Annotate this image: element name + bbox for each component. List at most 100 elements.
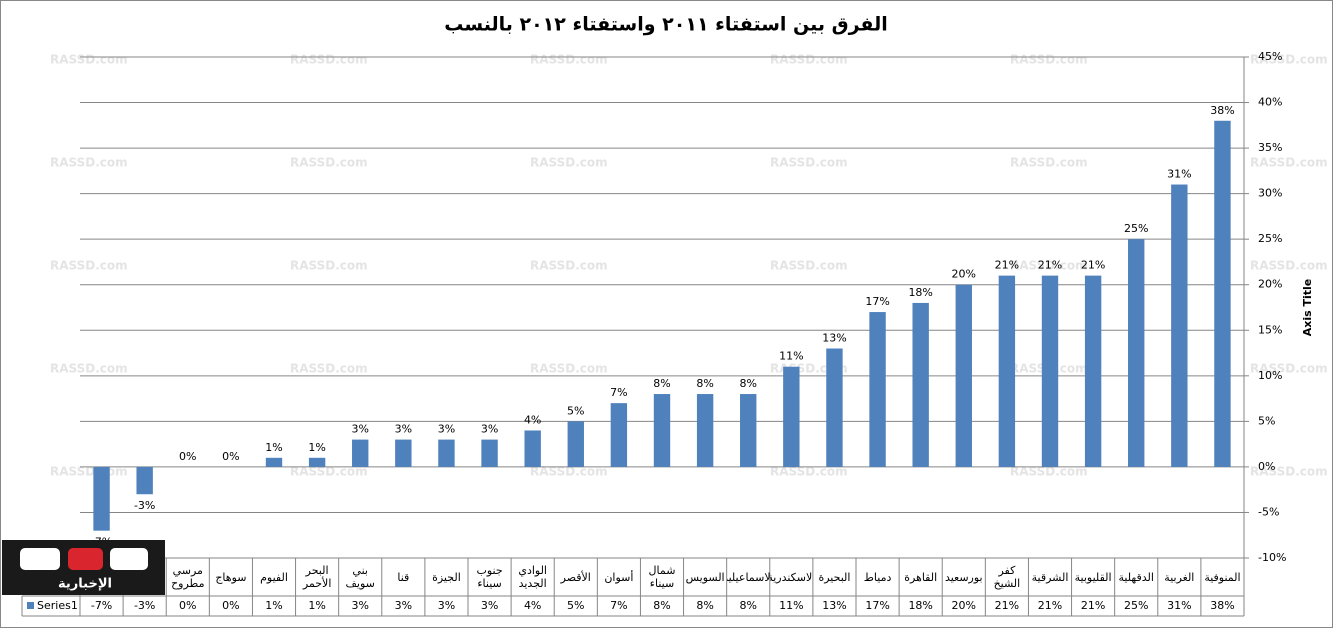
x-tick-label: بورسعيد	[944, 570, 983, 584]
watermark: RASSD.com	[50, 53, 128, 67]
x-tick-label: البحر الأحمر	[302, 564, 332, 590]
table-value: 8%	[739, 599, 756, 612]
bar	[265, 457, 283, 467]
x-tick-label: قنا	[397, 570, 410, 584]
table-value: 1%	[265, 599, 282, 612]
logo-shape	[20, 548, 60, 570]
y-axis-title: Axis Title	[1301, 279, 1314, 337]
table-value: 21%	[995, 599, 1019, 612]
bar	[438, 439, 455, 467]
data-label: 13%	[822, 331, 846, 344]
table-value: 1%	[308, 599, 325, 612]
category-cell: الاسكندرية	[769, 570, 813, 584]
table-value: 20%	[952, 599, 976, 612]
bar	[481, 439, 498, 467]
bar	[395, 439, 412, 467]
category-cell: كفر الشيخ	[993, 564, 1021, 590]
watermark: RASSD.com	[1250, 465, 1328, 479]
watermark: RASSD.com	[1010, 465, 1088, 479]
watermark: RASSD.com	[290, 53, 368, 67]
watermark: RASSD.com	[1010, 259, 1088, 273]
y-tick-label: 15%	[1258, 323, 1282, 336]
category-cell: الدقهلية	[1119, 571, 1154, 584]
category-cell: البحر الأحمر	[302, 564, 332, 590]
category-cell: الشرقية	[1031, 570, 1069, 584]
data-label: 18%	[908, 286, 932, 299]
chart-title: الفرق بين استفتاء ٢٠١١ واستفتاء ٢٠١٢ بال…	[444, 14, 888, 36]
category-cell: الاسماعيلية	[727, 571, 770, 584]
watermark: RASSD.com	[1250, 53, 1328, 67]
bar	[610, 403, 628, 467]
data-label: 21%	[995, 259, 1019, 272]
x-tick-label: سوهاج	[215, 570, 247, 584]
logo-shape	[110, 548, 148, 570]
y-tick-label: 35%	[1258, 141, 1282, 154]
category-cell: سوهاج	[215, 570, 247, 584]
watermark: RASSD.com	[530, 362, 608, 376]
category-cell: المنوفية	[1204, 570, 1241, 584]
watermark: RASSD.com	[290, 465, 368, 479]
data-label: 0%	[179, 450, 196, 463]
table-value: 21%	[1081, 599, 1105, 612]
x-tick-label: أسوان	[604, 570, 634, 584]
bar	[826, 348, 843, 467]
watermark: RASSD.com	[290, 362, 368, 376]
category-cell: الغربية	[1164, 570, 1195, 584]
data-label: 1%	[265, 441, 282, 454]
x-tick-label: المنوفية	[1204, 570, 1241, 584]
x-tick-label: كفر الشيخ	[993, 564, 1021, 590]
watermark: RASSD.com	[290, 156, 368, 170]
legend-label: Series1	[37, 599, 78, 612]
bar	[1171, 184, 1188, 467]
watermark: RASSD.com	[530, 465, 608, 479]
data-label: 4%	[524, 413, 541, 426]
x-tick-label: الجيزة	[432, 570, 461, 584]
category-cell: بورسعيد	[944, 570, 983, 584]
x-tick-label: الاسكندرية	[769, 570, 813, 584]
y-tick-label: -5%	[1258, 505, 1279, 518]
watermark: RASSD.com	[1250, 362, 1328, 376]
table-value: 8%	[696, 599, 713, 612]
x-tick-label: الفيوم	[260, 570, 288, 584]
data-label: 3%	[395, 423, 412, 436]
x-tick-label: جنوب سيناء	[476, 564, 503, 590]
data-label: 25%	[1124, 222, 1148, 235]
x-tick-label: الغربية	[1164, 570, 1195, 584]
bar	[136, 466, 153, 495]
logo: الإخبارية	[2, 540, 165, 595]
x-tick-label: بني سويف	[345, 564, 375, 590]
x-tick-label: القاهرة	[904, 570, 938, 584]
data-label: 31%	[1167, 168, 1191, 181]
bar	[783, 366, 800, 467]
table-value: 21%	[1038, 599, 1062, 612]
y-tick-label: 30%	[1258, 187, 1282, 200]
category-cell: الوادي الجديد	[518, 564, 547, 590]
data-label: 8%	[739, 377, 756, 390]
watermark: RASSD.com	[770, 465, 848, 479]
category-cell: جنوب سيناء	[476, 564, 503, 590]
bar	[1214, 120, 1231, 467]
data-label: 17%	[865, 295, 889, 308]
bar	[1128, 239, 1145, 467]
watermark: RASSD.com	[530, 156, 608, 170]
x-tick-label: البحيرة	[818, 570, 851, 584]
watermark: RASSD.com	[1010, 156, 1088, 170]
bar	[1084, 275, 1102, 467]
category-cell: البحيرة	[818, 570, 851, 584]
watermark: RASSD.com	[50, 259, 128, 273]
x-tick-label: الوادي الجديد	[518, 564, 547, 590]
data-label: 3%	[438, 423, 455, 436]
category-cell: الجيزة	[432, 570, 461, 584]
category-cell: بني سويف	[345, 564, 375, 590]
bar	[912, 302, 929, 467]
bar	[696, 394, 714, 467]
y-tick-label: -10%	[1258, 551, 1286, 564]
y-tick-label: 45%	[1258, 50, 1282, 63]
x-tick-label: الشرقية	[1031, 570, 1069, 584]
x-tick-label: الأقصر	[560, 570, 591, 584]
data-label: 3%	[481, 423, 498, 436]
logo-text: الإخبارية	[58, 577, 112, 592]
bar	[308, 457, 326, 467]
data-label: 38%	[1210, 104, 1234, 117]
